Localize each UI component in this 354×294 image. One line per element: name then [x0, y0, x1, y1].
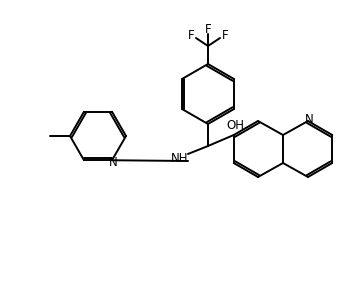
Text: NH: NH — [171, 151, 189, 165]
Text: N: N — [109, 156, 118, 169]
Text: F: F — [188, 29, 194, 41]
Text: F: F — [222, 29, 228, 41]
Text: OH: OH — [227, 118, 245, 131]
Text: F: F — [205, 23, 211, 36]
Text: N: N — [305, 113, 313, 126]
